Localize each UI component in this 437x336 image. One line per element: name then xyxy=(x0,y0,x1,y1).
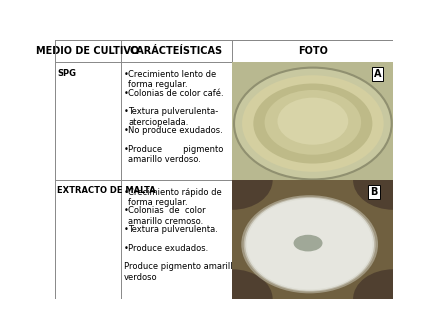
Text: Produce pigmento amarillo
verdoso: Produce pigmento amarillo verdoso xyxy=(124,262,238,282)
Text: Textura pulverulenta-
aterciopelada.: Textura pulverulenta- aterciopelada. xyxy=(128,107,218,127)
Text: FOTO: FOTO xyxy=(298,46,328,56)
Text: •: • xyxy=(124,244,129,253)
Text: •: • xyxy=(124,188,129,197)
Text: CARÁCTEÍSTICAS: CARÁCTEÍSTICAS xyxy=(130,46,223,56)
Text: Textura pulverulenta.: Textura pulverulenta. xyxy=(128,225,218,234)
Text: •: • xyxy=(124,89,129,98)
Text: No produce exudados.: No produce exudados. xyxy=(128,126,223,135)
Text: •: • xyxy=(124,144,129,154)
Text: Colonias  de  color
amarillo cremoso.: Colonias de color amarillo cremoso. xyxy=(128,206,206,226)
Text: Crecimiento rápido de
forma regular.: Crecimiento rápido de forma regular. xyxy=(128,188,222,207)
Text: •: • xyxy=(124,206,129,215)
Text: Produce        pigmento
amarillo verdoso.: Produce pigmento amarillo verdoso. xyxy=(128,144,223,164)
Text: Crecimiento lento de
forma regular.: Crecimiento lento de forma regular. xyxy=(128,70,216,89)
Text: SPG: SPG xyxy=(57,69,76,78)
Text: •: • xyxy=(124,225,129,234)
Text: •: • xyxy=(124,70,129,79)
Text: Colonias de color café.: Colonias de color café. xyxy=(128,89,224,98)
Text: EXTRACTO DE MALTA: EXTRACTO DE MALTA xyxy=(57,186,156,196)
Text: •: • xyxy=(124,107,129,116)
Text: Produce exudados.: Produce exudados. xyxy=(128,244,208,253)
Text: •: • xyxy=(124,126,129,135)
Text: MEDIO DE CULTIVO: MEDIO DE CULTIVO xyxy=(36,46,139,56)
